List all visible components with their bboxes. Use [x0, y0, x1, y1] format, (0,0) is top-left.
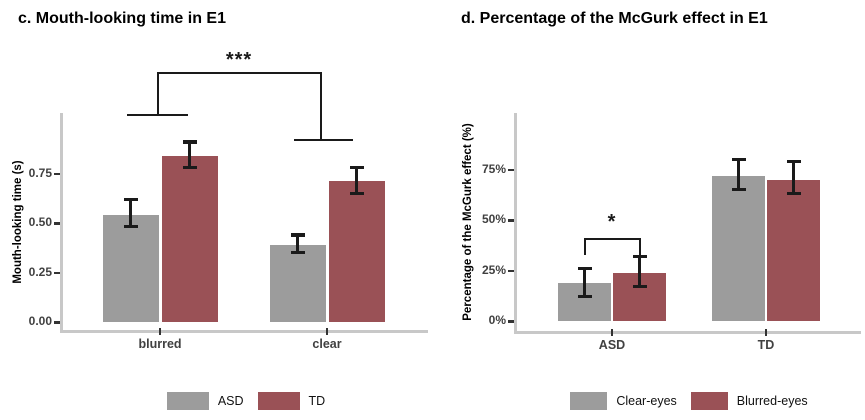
bar-TD-clear [328, 181, 385, 322]
y-tick-mark [54, 271, 60, 274]
y-tick-mark [508, 269, 514, 273]
y-axis-line [60, 113, 63, 333]
errorbar-cap-TD-blurred [182, 165, 197, 170]
legend-label-ASD: ASD [217, 394, 244, 408]
errorbar-cap-Blurred-eyes-TD [786, 160, 801, 164]
errorbar-TD-clear [355, 167, 358, 194]
legend-item-ASD: ASD [166, 392, 244, 410]
legend-swatch-TD [257, 392, 300, 410]
x-tick-mark [325, 328, 329, 335]
bar-Blurred-eyes-TD [767, 179, 820, 321]
errorbar-cap-Clear-eyes-TD [731, 158, 746, 162]
errorbar-cap-TD-blurred [182, 140, 197, 144]
x-category-label-clear: clear [312, 337, 342, 351]
y-tick-label: 75% [481, 161, 506, 176]
x-tick-mark [764, 329, 768, 336]
y-tick-mark [54, 321, 60, 324]
sig-bracket-right [639, 238, 641, 257]
sig-bracket-right-bar [294, 139, 353, 141]
errorbar-ASD-clear [296, 234, 299, 253]
y-tick-label: 0.50 [28, 215, 52, 229]
bar-TD-blurred [161, 155, 218, 322]
bar-ASD-clear [269, 244, 326, 322]
y-tick-label: 0.25 [28, 264, 52, 279]
errorbar-ASD-blurred [129, 199, 132, 227]
bar-ASD-blurred [102, 215, 159, 322]
panel-c-title: c. Mouth-looking time in E1 [18, 10, 226, 27]
x-tick-mark [610, 329, 614, 336]
x-axis-line [60, 330, 428, 333]
y-tick-mark [508, 320, 514, 323]
sig-bracket-right [320, 72, 322, 140]
errorbar-TD-blurred [188, 141, 191, 168]
legend-swatch-Clear-eyes [570, 392, 608, 410]
significance-stars: *** [225, 49, 253, 71]
errorbar-cap-TD-clear [349, 166, 364, 170]
errorbar-cap-Clear-eyes-TD [731, 188, 746, 192]
sig-bracket-top [584, 238, 641, 240]
y-tick-label: 0% [488, 313, 506, 327]
y-tick-mark [54, 222, 60, 225]
errorbar-Clear-eyes-TD [737, 159, 740, 190]
errorbar-Clear-eyes-ASD [583, 268, 586, 297]
legend: ASD TD [26, 392, 466, 410]
errorbar-cap-ASD-blurred [123, 197, 138, 201]
sig-bracket-left [157, 72, 159, 115]
y-tick-label: 50% [481, 212, 506, 227]
y-axis-line [514, 113, 517, 334]
y-tick-label: 0.00 [28, 314, 52, 328]
x-category-label-blurred: blurred [138, 337, 182, 351]
legend-label-TD: TD [308, 394, 326, 408]
errorbar-cap-Clear-eyes-ASD [577, 267, 592, 271]
x-category-label-ASD: ASD [598, 338, 626, 352]
legend-item-TD: TD [257, 392, 326, 410]
errorbar-Blurred-eyes-TD [792, 161, 795, 194]
bar-Clear-eyes-TD [712, 175, 765, 321]
significance-stars: * [607, 211, 617, 233]
y-tick-mark [54, 172, 60, 175]
legend-swatch-Blurred-eyes [690, 392, 728, 410]
legend-item-Blurred-eyes: Blurred-eyes [690, 392, 808, 410]
errorbar-cap-Blurred-eyes-TD [786, 192, 801, 196]
errorbar-cap-Blurred-eyes-ASD [632, 285, 647, 289]
y-tick-label: 25% [481, 262, 506, 277]
y-tick-mark [508, 219, 514, 222]
sig-bracket-left [584, 238, 586, 255]
x-axis-line [514, 331, 861, 334]
y-tick-label: 0.75 [28, 165, 52, 180]
x-tick-mark [158, 328, 162, 335]
y-tick-mark [508, 168, 514, 172]
sig-bracket-left-bar [127, 114, 188, 116]
errorbar-cap-TD-clear [349, 191, 364, 195]
legend-label-Clear-eyes: Clear-eyes [616, 394, 677, 408]
errorbar-cap-ASD-blurred [123, 225, 138, 229]
errorbar-cap-Clear-eyes-ASD [577, 295, 592, 299]
legend-swatch-ASD [166, 392, 209, 410]
legend-item-Clear-eyes: Clear-eyes [570, 392, 677, 410]
x-category-label-TD: TD [757, 338, 775, 352]
errorbar-cap-ASD-clear [290, 233, 305, 237]
panel-d-title: d. Percentage of the McGurk effect in E1 [461, 10, 768, 27]
errorbar-cap-ASD-clear [290, 251, 305, 255]
sig-bracket-top [157, 72, 322, 74]
errorbar-Blurred-eyes-ASD [638, 256, 641, 287]
legend-label-Blurred-eyes: Blurred-eyes [736, 394, 808, 408]
legend: Clear-eyes Blurred-eyes [469, 392, 865, 410]
